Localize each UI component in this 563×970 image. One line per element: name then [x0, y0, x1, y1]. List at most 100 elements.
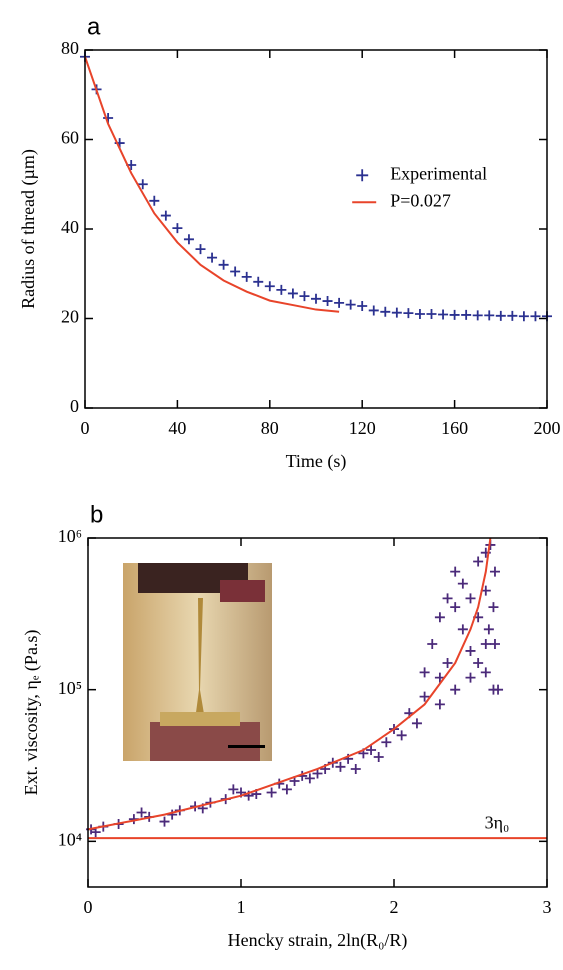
x-tick-label: 0 — [81, 418, 90, 438]
y-tick-label: 80 — [61, 38, 79, 58]
x-tick-label: 1 — [237, 897, 246, 917]
data-point — [434, 699, 445, 710]
data-point — [230, 266, 241, 277]
inset-photo — [123, 563, 272, 761]
data-point — [287, 288, 298, 299]
data-point — [345, 299, 356, 310]
y-tick-label: 40 — [61, 217, 79, 237]
data-point — [419, 691, 430, 702]
data-point — [357, 300, 368, 311]
data-point — [472, 310, 483, 321]
data-point — [495, 310, 506, 321]
x-tick-label: 200 — [534, 418, 561, 438]
data-point — [465, 593, 476, 604]
data-point — [312, 768, 323, 779]
data-point — [493, 684, 504, 695]
data-point — [465, 645, 476, 656]
data-point — [480, 667, 491, 678]
y-tick-label: 60 — [61, 128, 79, 148]
data-point — [426, 309, 437, 320]
data-point — [334, 297, 345, 308]
y-tick-label: 20 — [61, 307, 79, 327]
data-point — [450, 566, 461, 577]
data-point — [489, 639, 500, 650]
data-point — [335, 761, 346, 772]
data-point — [266, 787, 277, 798]
data-point — [483, 624, 494, 635]
data-point — [450, 602, 461, 613]
data-point — [207, 252, 218, 263]
x-tick-label: 40 — [168, 418, 186, 438]
data-point — [281, 784, 292, 795]
plot-frame — [87, 537, 548, 888]
y-tick-label: 0 — [70, 396, 79, 416]
x-axis-label: Time (s) — [286, 451, 347, 472]
data-point — [322, 296, 333, 307]
data-point — [457, 624, 468, 635]
data-point — [159, 816, 170, 827]
y-tick-label: 10⁶ — [58, 526, 82, 546]
data-point — [414, 309, 425, 320]
data-point — [276, 284, 287, 295]
legend-label: Experimental — [390, 163, 487, 183]
data-point — [149, 195, 160, 206]
data-point — [442, 657, 453, 668]
data-point — [228, 784, 239, 795]
x-axis-label: Hencky strain, 2ln(R₀/R) — [228, 930, 408, 951]
data-point — [396, 730, 407, 741]
y-tick-label: 10⁵ — [58, 678, 82, 698]
data-point — [507, 310, 518, 321]
legend-marker — [356, 169, 369, 182]
data-point — [195, 244, 206, 255]
data-point — [488, 602, 499, 613]
model-line — [84, 56, 340, 313]
data-point — [391, 307, 402, 318]
data-point — [241, 271, 252, 282]
data-point — [350, 763, 361, 774]
data-point — [450, 684, 461, 695]
data-point — [411, 718, 422, 729]
data-point — [299, 291, 310, 302]
data-point — [136, 807, 147, 818]
data-point — [489, 566, 500, 577]
x-tick-label: 2 — [390, 897, 399, 917]
data-point — [434, 612, 445, 623]
data-point — [461, 309, 472, 320]
data-point — [264, 281, 275, 292]
data-point — [373, 751, 384, 762]
data-point — [449, 309, 460, 320]
reference-label: 3η₀ — [485, 812, 510, 832]
data-point — [380, 306, 391, 317]
data-point — [403, 308, 414, 319]
data-point — [518, 311, 529, 322]
data-point — [442, 593, 453, 604]
data-point — [160, 210, 171, 221]
y-tick-label: 10⁴ — [58, 829, 82, 849]
data-point — [137, 179, 148, 190]
data-point — [473, 657, 484, 668]
model-line — [87, 537, 492, 831]
x-tick-label: 80 — [261, 418, 279, 438]
y-axis-label: Radius of thread (µm) — [18, 149, 39, 309]
data-point — [438, 309, 449, 320]
data-point — [480, 639, 491, 650]
data-point — [183, 234, 194, 245]
data-point — [427, 639, 438, 650]
legend-label: P=0.027 — [390, 190, 451, 210]
data-point — [311, 293, 321, 304]
x-tick-label: 160 — [441, 418, 468, 438]
data-point — [368, 305, 379, 316]
x-tick-label: 3 — [543, 897, 552, 917]
plot-frame — [84, 49, 548, 409]
data-point — [167, 809, 178, 820]
data-point — [381, 737, 392, 748]
data-point — [465, 672, 476, 683]
data-point — [172, 223, 183, 234]
data-point — [530, 311, 541, 322]
data-point — [457, 578, 468, 589]
data-point — [473, 556, 484, 567]
data-point — [253, 276, 264, 287]
x-tick-label: 120 — [349, 418, 376, 438]
data-point — [484, 310, 495, 321]
